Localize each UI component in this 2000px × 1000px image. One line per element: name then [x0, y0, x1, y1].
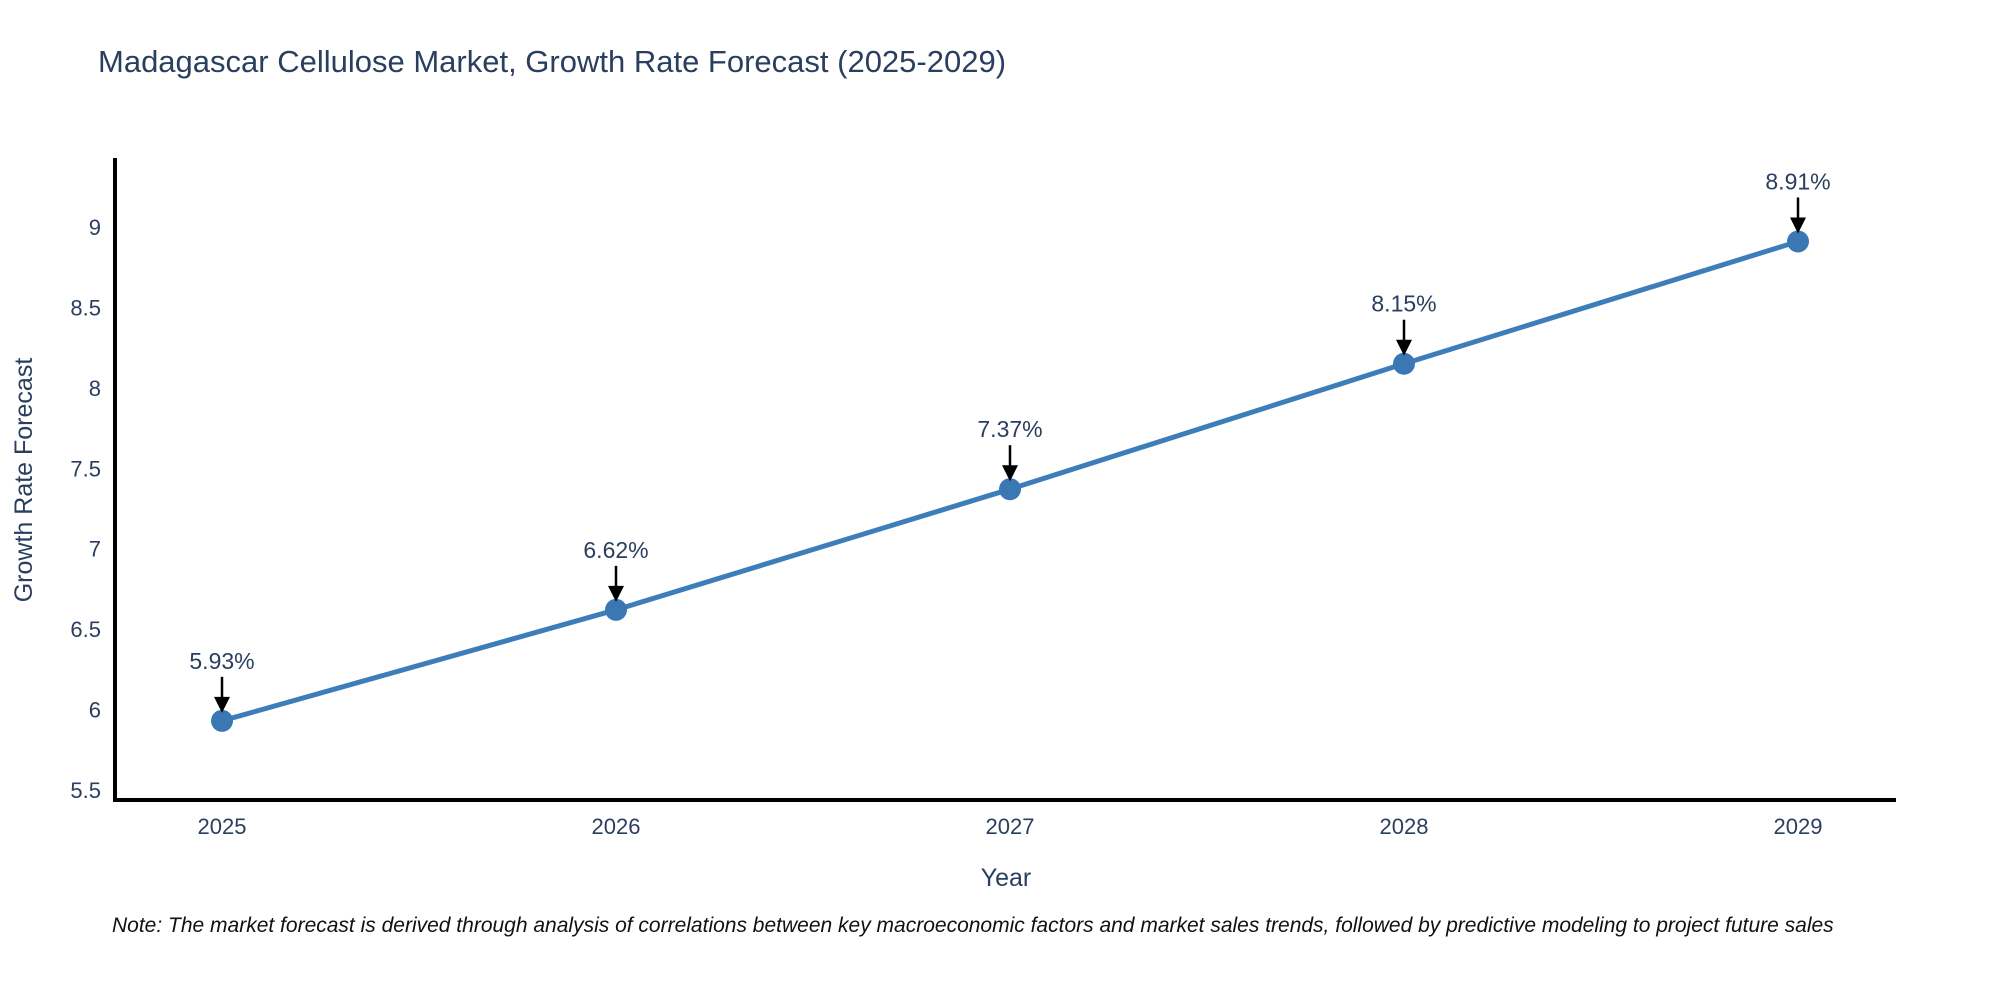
x-tick-label: 2029	[1774, 814, 1823, 839]
data-point-label: 8.15%	[1371, 291, 1436, 317]
y-tick-label: 8	[89, 376, 101, 401]
data-point-marker[interactable]	[1393, 352, 1415, 375]
chart-title: Madagascar Cellulose Market, Growth Rate…	[98, 44, 1007, 79]
x-tick-label: 2027	[986, 814, 1035, 839]
annotation-arrowhead-icon	[214, 696, 230, 713]
y-tick-label: 6	[89, 698, 101, 723]
annotation-arrowhead-icon	[608, 585, 624, 602]
y-tick-label: 7.5	[70, 456, 101, 481]
data-point-marker[interactable]	[1787, 230, 1809, 253]
y-tick-label: 9	[89, 215, 101, 240]
data-point-marker[interactable]	[605, 598, 627, 621]
data-point-label: 5.93%	[189, 648, 254, 674]
y-axis-title: Growth Rate Forecast	[10, 358, 38, 603]
x-tick-label: 2028	[1380, 814, 1429, 839]
y-tick-label: 5.5	[70, 778, 101, 803]
annotation-arrowhead-icon	[1790, 217, 1806, 234]
y-tick-label: 6.5	[70, 617, 101, 642]
data-point-label: 6.62%	[583, 537, 648, 563]
x-axis-title: Year	[981, 864, 1032, 892]
data-point-marker[interactable]	[211, 709, 233, 732]
x-tick-label: 2025	[198, 814, 247, 839]
annotation-arrowhead-icon	[1396, 339, 1412, 356]
y-tick-label: 8.5	[70, 295, 101, 320]
footnote: Note: The market forecast is derived thr…	[112, 914, 1834, 937]
data-point-label: 7.37%	[977, 416, 1042, 442]
data-point-label: 8.91%	[1765, 168, 1830, 194]
data-point-marker[interactable]	[999, 478, 1021, 501]
y-tick-label: 7	[89, 537, 101, 562]
x-tick-label: 2026	[592, 814, 641, 839]
annotation-arrowhead-icon	[1002, 465, 1018, 482]
